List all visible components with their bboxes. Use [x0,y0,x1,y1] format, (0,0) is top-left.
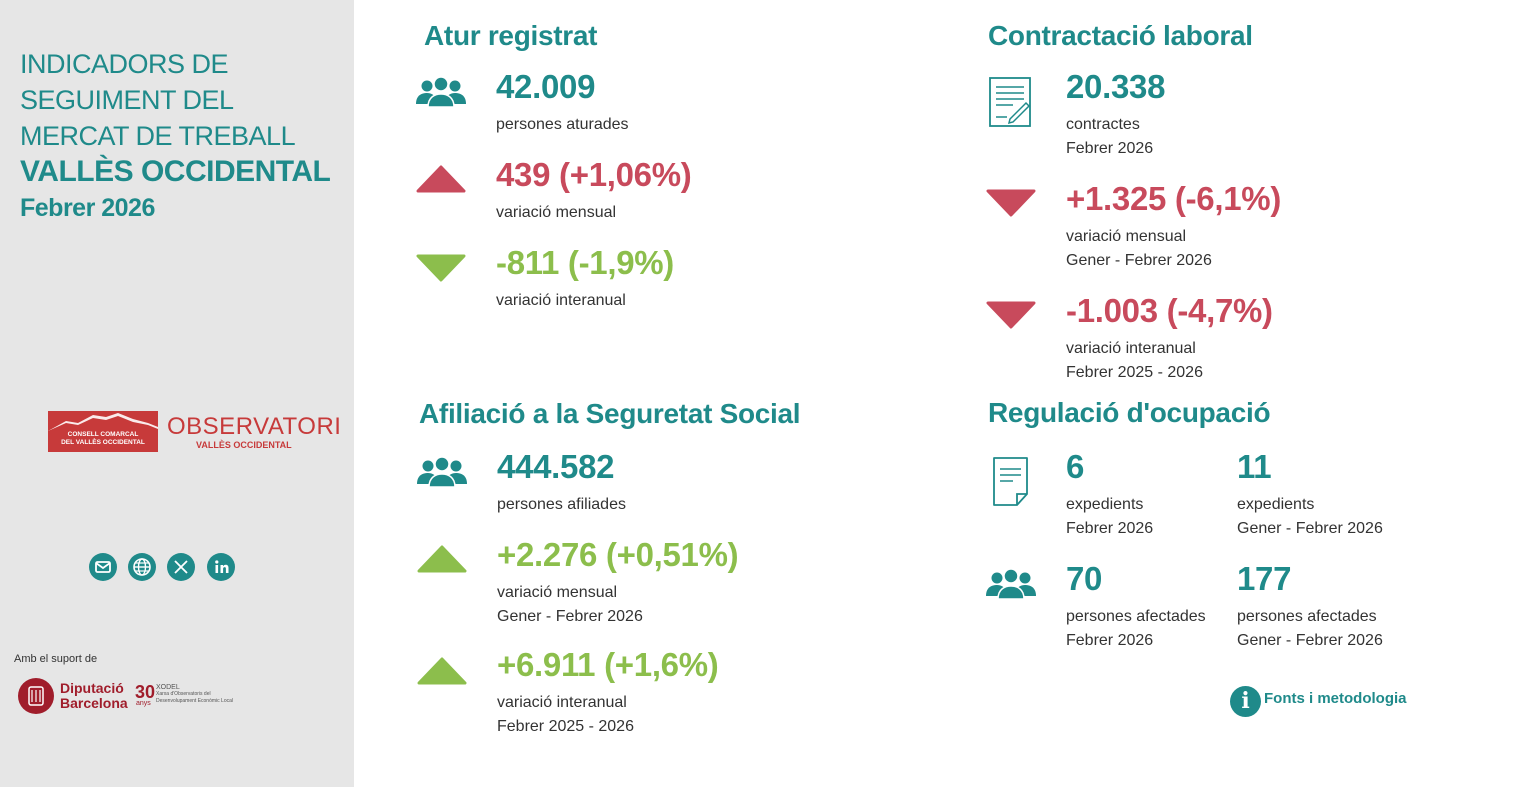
xodel-name: XODEL [156,684,180,691]
title-line-2: SEGUIMENT DEL [20,85,234,115]
regulacio-aff-ytd: 177 [1237,560,1292,597]
contract-document-icon [989,77,1031,127]
afiliacio-monthly-period: Gener - Febrer 2026 [497,608,643,625]
observatori-sub: VALLÈS OCCIDENTAL [196,440,292,450]
afiliacio-heading: Afiliació a la Seguretat Social [419,398,801,429]
contractacio-yearly-label: variació interanual [1066,340,1196,357]
atur-yearly-label: variació interanual [496,292,626,309]
globe-icon[interactable] [128,553,156,581]
diputacio-seal-icon [18,678,54,714]
atur-total: 42.009 [496,68,596,105]
diputacio-logo[interactable]: Diputació Barcelona 30 anys XODEL Xarxa … [18,678,258,716]
ccvo-line-2: DEL VALLÈS OCCIDENTAL [61,439,145,446]
regulacio-aff-month-period: Febrer 2026 [1066,632,1154,649]
observatori-logo[interactable]: OBSERVATORI [167,413,342,440]
report-period: Febrer 2026 [20,194,155,222]
regulacio-aff-month-label: persones afectades [1066,608,1206,625]
regulacio-exp-month-period: Febrer 2026 [1066,520,1154,537]
afiliacio-yearly: +6.911 (+1,6%) [497,646,719,683]
atur-monthly-label: variació mensual [496,204,617,221]
xodel-line-2: Desenvolupament Econòmic Local [156,698,233,704]
contractacio-heading: Contractació laboral [988,20,1253,51]
x-icon[interactable] [167,553,195,581]
diputacio-name: Diputació Barcelona [60,681,128,711]
contractacio-yearly-period: Febrer 2025 - 2026 [1066,364,1203,381]
xodel-logo: XODEL Xarxa d'Observatoris del Desenvolu… [156,684,233,705]
title-line-1: INDICADORS DE [20,49,229,79]
afiliacio-yearly-label: variació interanual [497,694,627,711]
document-icon [993,457,1028,506]
contractacio-monthly: +1.325 (-6,1%) [1066,180,1282,217]
afiliacio-yearly-period: Febrer 2025 - 2026 [497,718,634,735]
afiliacio-total-label: persones afiliades [497,496,626,513]
sidebar: INDICADORS DE SEGUIMENT DEL MERCAT DE TR… [0,0,354,787]
region-name: VALLÈS OCCIDENTAL [20,155,331,188]
regulacio-exp-ytd-period: Gener - Febrer 2026 [1237,520,1383,537]
afiliacio-monthly-label: variació mensual [497,584,618,601]
regulacio-exp-month: 6 [1066,448,1085,485]
diputacio-line-1: Diputació [60,680,124,696]
arrow-down-icon [986,189,1036,217]
contractacio-monthly-period: Gener - Febrer 2026 [1066,252,1212,269]
linkedin-icon[interactable] [207,553,235,581]
xodel-line-1: Xarxa d'Observatoris del [156,691,211,697]
contractacio-total: 20.338 [1066,68,1166,105]
mountain-icon [48,413,158,431]
regulacio-heading: Regulació d'ocupació [988,397,1271,428]
mail-icon[interactable] [89,553,117,581]
regulacio-exp-month-label: expedients [1066,496,1144,513]
contractacio-monthly-label: variació mensual [1066,228,1187,245]
atur-heading: Atur registrat [424,20,598,51]
regulacio-aff-ytd-label: persones afectades [1237,608,1377,625]
info-icon[interactable]: i [1230,686,1261,717]
regulacio-exp-ytd-label: expedients [1237,496,1315,513]
support-label: Amb el suport de [14,653,98,665]
fonts-link-label[interactable]: Fonts i metodologia [1264,690,1407,707]
diputacio-line-2: Barcelona [60,695,128,711]
regulacio-aff-month: 70 [1066,560,1103,597]
arrow-up-icon [417,545,467,573]
logos: CONSELL COMARCAL DEL VALLÈS OCCIDENTAL O… [48,411,341,453]
afiliacio-total: 444.582 [497,448,615,485]
contractacio-total-period: Febrer 2026 [1066,140,1154,157]
ccvo-logo[interactable]: CONSELL COMARCAL DEL VALLÈS OCCIDENTAL [48,411,158,452]
contractacio-yearly: -1.003 (-4,7%) [1066,292,1273,329]
xodel-anys: anys [136,700,151,707]
people-icon [986,568,1036,600]
atur-total-label: persones aturades [496,116,629,133]
atur-monthly: 439 (+1,06%) [496,156,692,193]
arrow-down-icon [416,254,466,282]
xodel-30: 30 [135,682,156,702]
people-icon [417,456,467,488]
title-line-3: MERCAT DE TREBALL [20,121,296,151]
regulacio-aff-ytd-period: Gener - Febrer 2026 [1237,632,1383,649]
ccvo-line-1: CONSELL COMARCAL [67,431,139,438]
arrow-down-icon [986,301,1036,329]
people-icon [416,76,466,108]
arrow-up-icon [416,165,466,193]
arrow-up-icon [417,657,467,685]
regulacio-exp-ytd: 11 [1237,448,1272,485]
report-title: INDICADORS DE SEGUIMENT DEL MERCAT DE TR… [20,46,340,226]
contractacio-total-label: contractes [1066,116,1140,133]
afiliacio-monthly: +2.276 (+0,51%) [497,536,739,573]
atur-yearly: -811 (-1,9%) [496,244,674,281]
